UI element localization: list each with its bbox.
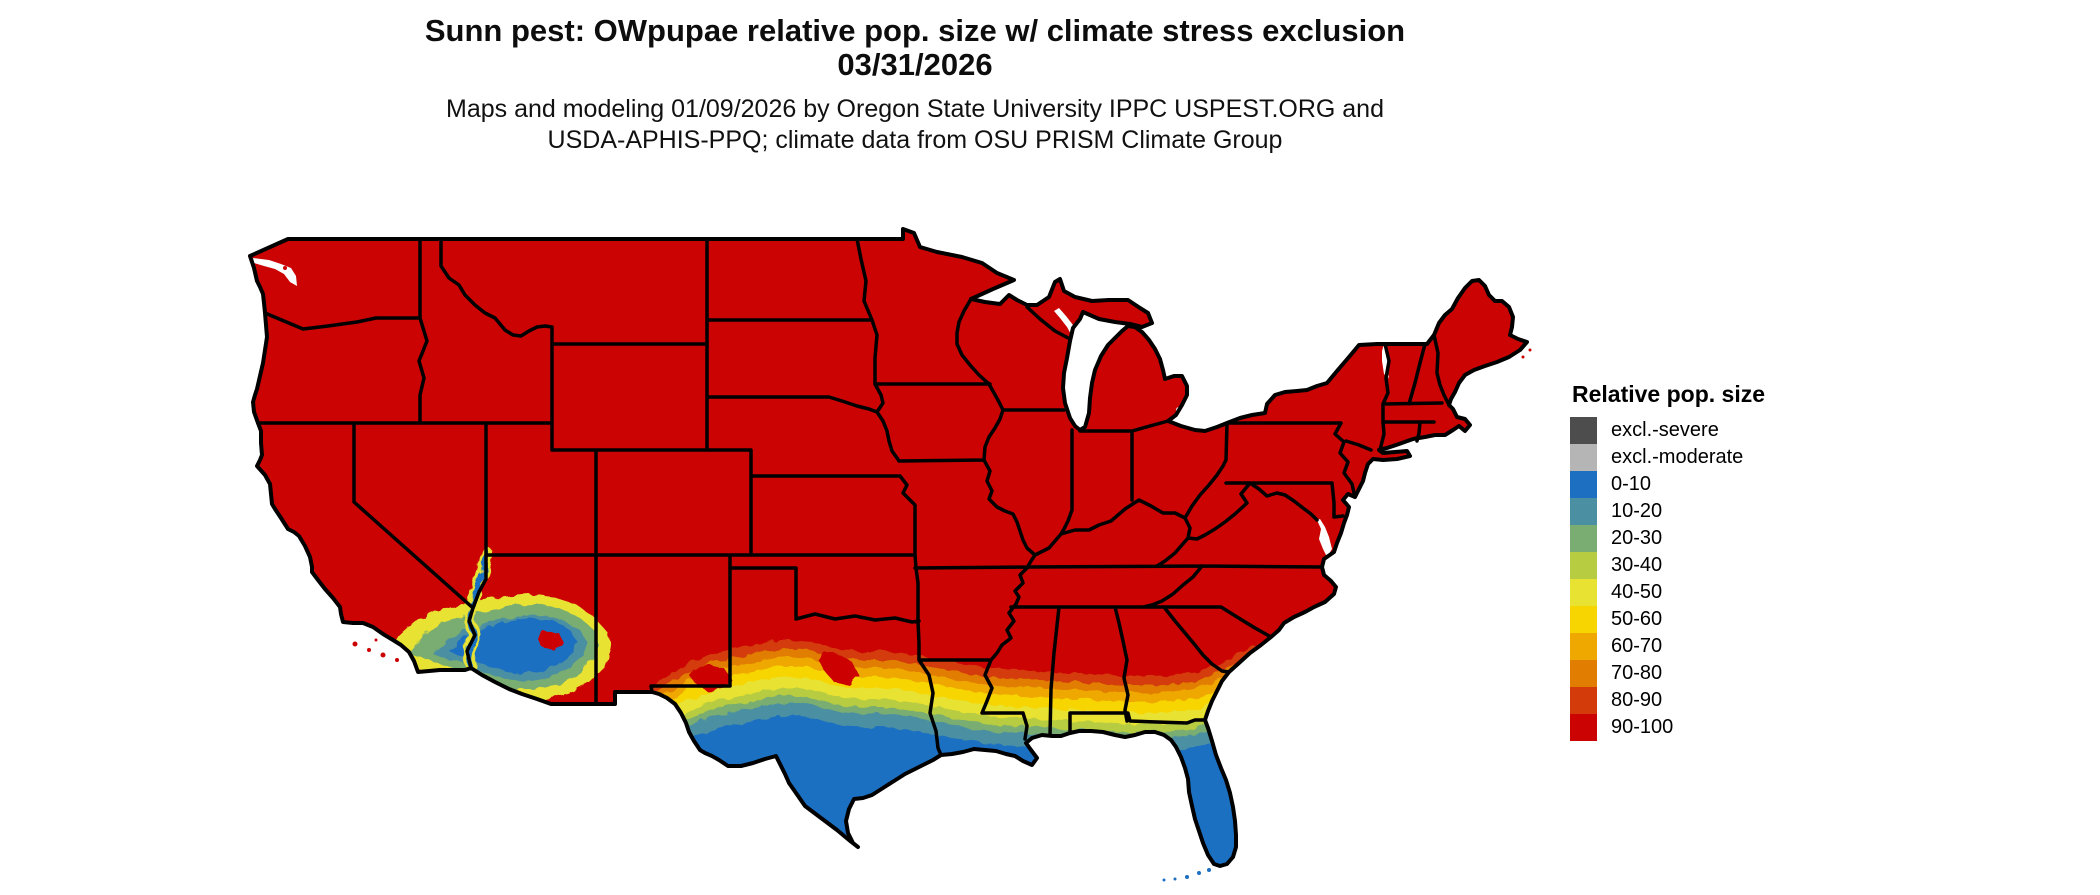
legend-row: 20-30 (1570, 525, 1820, 552)
map-title-line1: Sunn pest: OWpupae relative pop. size w/… (424, 13, 1406, 48)
legend-item-label: 40-50 (1611, 581, 1663, 603)
us-map-container (237, 223, 1547, 890)
legend-item-label: 90-100 (1611, 716, 1674, 738)
legend-item-label: 60-70 (1611, 635, 1663, 657)
legend-title: Relative pop. size (1572, 381, 1766, 407)
legend-item-label: 30-40 (1611, 554, 1663, 576)
legend-item-label: excl.-moderate (1611, 446, 1744, 468)
legend-swatch-50-60 (1570, 606, 1597, 633)
legend-swatch-70-80 (1570, 660, 1597, 687)
map-subtitle-line1: Maps and modeling 01/09/2026 by Oregon S… (446, 95, 1384, 123)
legend-swatch-90-100 (1570, 714, 1597, 741)
legend-row: 60-70 (1570, 633, 1820, 660)
chesapeake-bay (1317, 519, 1332, 557)
legend-item-label: 0-10 (1611, 473, 1652, 495)
legend-row: 0-10 (1570, 471, 1820, 498)
legend-row: 30-40 (1570, 552, 1820, 579)
map-title-date: 03/31/2026 (837, 47, 993, 82)
legend-row: 50-60 (1570, 606, 1820, 633)
legend-row: 40-50 (1570, 579, 1820, 606)
legend-item-label: 70-80 (1611, 662, 1663, 684)
legend-swatch-excl-moderate (1570, 444, 1597, 471)
legend-item-label: 80-90 (1611, 689, 1663, 711)
puget-sound (253, 258, 297, 286)
legend-row: excl.-moderate (1570, 444, 1820, 471)
legend-swatch-30-40 (1570, 552, 1597, 579)
legend-row: 70-80 (1570, 660, 1820, 687)
legend-swatch-60-70 (1570, 633, 1597, 660)
map-subtitle-line2: USDA-APHIS-PPQ; climate data from OSU PR… (547, 126, 1283, 154)
legend-item-label: 50-60 (1611, 608, 1663, 630)
figure-header: Sunn pest: OWpupae relative pop. size w/… (280, 14, 1550, 156)
florida-keys (1197, 871, 1201, 875)
us-map (248, 227, 1532, 882)
legend-row: excl.-severe (1570, 417, 1820, 444)
legend-swatch-10-20 (1570, 498, 1597, 525)
map-subtitle: Maps and modeling 01/09/2026 by Oregon S… (280, 94, 1550, 156)
legend-row: 10-20 (1570, 498, 1820, 525)
legend-item-label: 20-30 (1611, 527, 1663, 549)
legend-swatch-80-90 (1570, 687, 1597, 714)
legend-swatch-20-30 (1570, 525, 1597, 552)
legend-item-label: 10-20 (1611, 500, 1663, 522)
conus-outline (248, 227, 1529, 868)
legend-swatch-40-50 (1570, 579, 1597, 606)
legend-row: 90-100 (1570, 714, 1820, 741)
legend-item-label: excl.-severe (1611, 419, 1719, 441)
legend-swatch-0-10 (1570, 471, 1597, 498)
state-borders (256, 237, 1451, 757)
legend-row: 80-90 (1570, 687, 1820, 714)
legend-swatch-excl-severe (1570, 417, 1597, 444)
map-legend: Relative pop. size excl.-severe excl.-mo… (1570, 381, 1820, 741)
offshore-islands (283, 266, 1532, 882)
